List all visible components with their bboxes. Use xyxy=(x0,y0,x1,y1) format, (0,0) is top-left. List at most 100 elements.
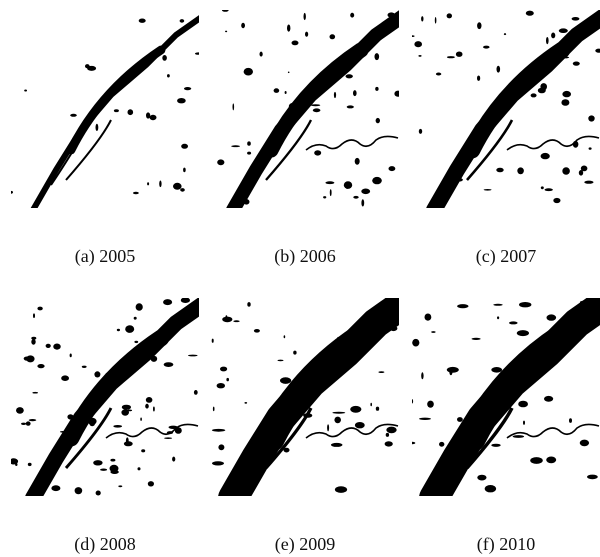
speckle xyxy=(303,12,306,21)
speckle xyxy=(183,167,186,173)
speckle xyxy=(118,485,123,488)
speckle xyxy=(291,40,299,46)
caption: (e) 2009 xyxy=(274,534,336,554)
speckle xyxy=(454,178,463,182)
speckle xyxy=(217,159,225,166)
caption: (d) 2008 xyxy=(74,534,136,554)
speckle xyxy=(354,422,365,429)
speckle xyxy=(546,456,557,464)
speckle xyxy=(474,439,482,442)
speckle xyxy=(31,339,36,345)
speckle xyxy=(121,404,131,410)
speckle xyxy=(261,425,265,434)
speckle xyxy=(226,377,229,382)
speckle xyxy=(519,302,532,308)
river-bulge xyxy=(66,45,166,155)
satellite-image xyxy=(11,298,199,496)
speckle xyxy=(553,197,561,204)
speckle xyxy=(571,17,580,21)
speckle xyxy=(172,456,176,462)
speckle xyxy=(446,56,455,59)
speckle xyxy=(569,418,572,423)
speckle xyxy=(305,31,309,37)
speckle xyxy=(105,372,112,376)
speckle xyxy=(167,74,170,78)
speckle xyxy=(414,41,422,48)
speckle xyxy=(341,364,354,367)
speckle xyxy=(508,95,517,101)
speckle xyxy=(421,16,424,22)
speckle xyxy=(345,74,353,79)
speckle xyxy=(412,35,415,37)
speckle xyxy=(116,328,120,332)
speckle xyxy=(287,24,291,32)
speckle xyxy=(525,10,534,16)
speckle xyxy=(310,104,321,107)
speckle xyxy=(540,83,547,91)
speckle xyxy=(353,90,357,97)
speckle xyxy=(512,435,525,438)
speckle xyxy=(544,188,553,192)
speckle xyxy=(222,316,233,323)
speckle xyxy=(386,426,397,434)
speckle xyxy=(477,75,481,81)
speckle xyxy=(74,487,83,495)
speckle xyxy=(280,377,292,384)
speckle xyxy=(25,421,31,426)
speckle xyxy=(37,364,45,369)
speckle xyxy=(477,474,487,481)
speckle xyxy=(570,39,579,46)
speckle xyxy=(247,302,251,307)
speckle xyxy=(288,102,298,111)
speckle xyxy=(16,407,24,414)
speckle xyxy=(412,338,420,347)
speckle xyxy=(353,63,355,66)
speckle xyxy=(562,90,571,98)
speckle xyxy=(247,141,251,146)
speckle xyxy=(388,166,396,172)
speckle xyxy=(516,330,529,337)
speckle xyxy=(163,299,173,306)
speckle xyxy=(222,10,229,12)
speckle xyxy=(378,371,385,373)
speckle xyxy=(253,329,260,333)
speckle xyxy=(232,103,235,111)
speckle xyxy=(372,176,382,185)
speckle xyxy=(28,419,37,422)
speckle xyxy=(375,86,379,91)
speckle xyxy=(561,99,570,106)
speckle xyxy=(540,154,548,157)
speckle xyxy=(211,338,214,343)
caption: (c) 2007 xyxy=(475,246,537,266)
speckle xyxy=(419,417,431,420)
speckle xyxy=(477,22,482,30)
tributary xyxy=(506,423,600,439)
speckle xyxy=(572,61,580,66)
speckle xyxy=(133,316,137,320)
speckle xyxy=(491,367,503,373)
speckle xyxy=(163,362,174,367)
speckle xyxy=(530,93,537,98)
speckle xyxy=(480,417,492,421)
speckle xyxy=(287,71,290,74)
speckle xyxy=(70,113,77,117)
river-bulge xyxy=(458,324,576,452)
speckle xyxy=(149,114,157,121)
speckle xyxy=(180,298,190,303)
speckle xyxy=(126,409,133,412)
speckle xyxy=(21,422,27,425)
speckle xyxy=(273,88,280,93)
speckle xyxy=(95,123,99,131)
speckle xyxy=(546,314,557,321)
speckle xyxy=(67,414,74,420)
speckle xyxy=(431,331,436,333)
speckle xyxy=(153,331,161,338)
speckle xyxy=(212,406,215,412)
speckle xyxy=(491,443,501,447)
speckle xyxy=(374,53,380,61)
speckle xyxy=(45,343,51,348)
speckle xyxy=(375,406,380,411)
speckle xyxy=(450,485,454,489)
satellite-image xyxy=(412,10,600,208)
speckle xyxy=(60,431,66,433)
